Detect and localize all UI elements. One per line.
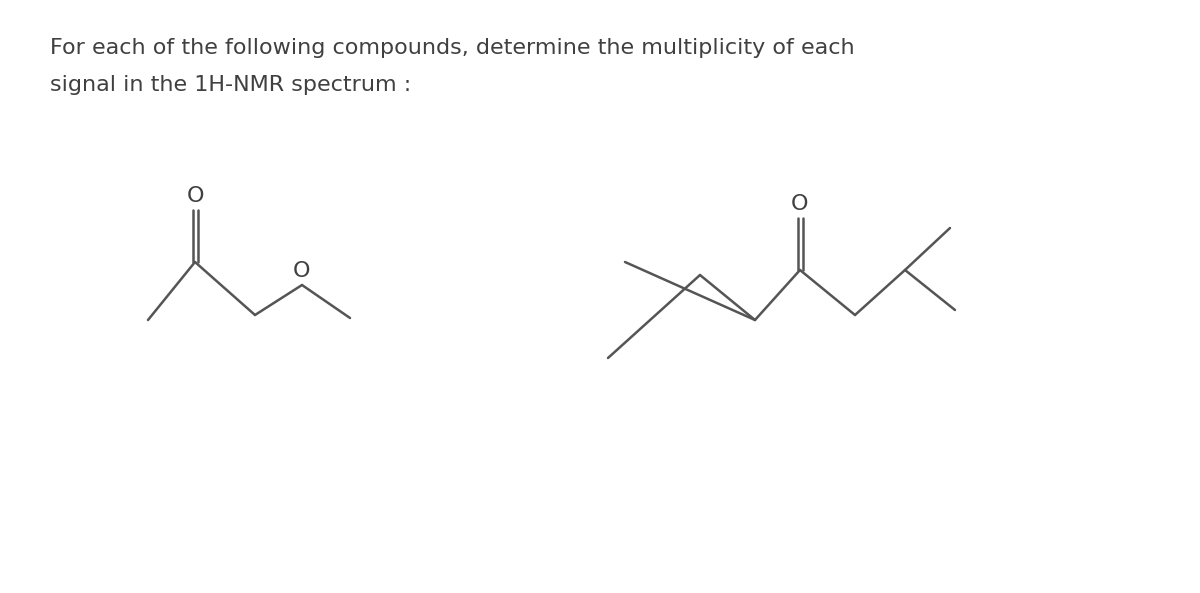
Text: signal in the 1H-NMR spectrum :: signal in the 1H-NMR spectrum : (50, 75, 412, 95)
Text: O: O (186, 186, 204, 206)
Text: O: O (791, 194, 809, 214)
Text: For each of the following compounds, determine the multiplicity of each: For each of the following compounds, det… (50, 38, 854, 58)
Text: O: O (293, 261, 311, 281)
